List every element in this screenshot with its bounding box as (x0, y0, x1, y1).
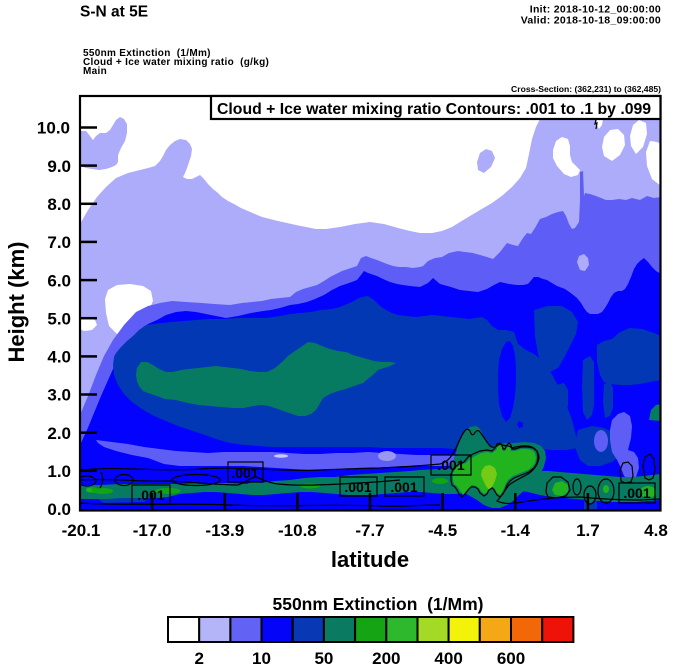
svg-text:Valid: 2018-10-18_09:00:00: Valid: 2018-10-18_09:00:00 (521, 15, 661, 27)
svg-text:1.0: 1.0 (47, 462, 71, 481)
svg-text:.001: .001 (623, 485, 650, 501)
svg-text:.001: .001 (231, 465, 258, 481)
svg-text:600: 600 (497, 649, 525, 668)
svg-text:-20.1: -20.1 (62, 521, 101, 540)
svg-text:8.0: 8.0 (47, 195, 71, 214)
svg-text:200: 200 (372, 649, 400, 668)
svg-text:0.0: 0.0 (47, 500, 71, 519)
svg-text:latitude: latitude (331, 547, 409, 572)
svg-text:2: 2 (194, 649, 203, 668)
svg-text:4.8: 4.8 (644, 521, 668, 540)
svg-text:3.0: 3.0 (47, 386, 71, 405)
svg-text:50: 50 (314, 649, 333, 668)
svg-text:Cloud + Ice water mixing ratio: Cloud + Ice water mixing ratio (g/kg) (83, 57, 269, 68)
svg-text:4.0: 4.0 (47, 348, 71, 367)
svg-text:Init: 2018-10-12_00:00:00: Init: 2018-10-12_00:00:00 (530, 4, 661, 16)
svg-text:400: 400 (434, 649, 462, 668)
svg-text:550nm Extinction (1/Mm): 550nm Extinction (1/Mm) (83, 48, 211, 59)
svg-text:-1.4: -1.4 (501, 521, 531, 540)
svg-text:9.0: 9.0 (47, 157, 71, 176)
svg-text:10.0: 10.0 (37, 119, 70, 138)
svg-text:-10.8: -10.8 (278, 521, 317, 540)
svg-text:6.0: 6.0 (47, 271, 71, 290)
svg-text:7.0: 7.0 (47, 233, 71, 252)
svg-text:1.7: 1.7 (576, 521, 600, 540)
svg-text:-7.7: -7.7 (355, 521, 384, 540)
svg-text:Main: Main (83, 66, 107, 77)
svg-text:Height (km): Height (km) (4, 242, 29, 363)
svg-text:.001: .001 (344, 479, 371, 495)
svg-text:550nm Extinction (1/Mm): 550nm Extinction (1/Mm) (272, 594, 483, 614)
svg-text:-4.5: -4.5 (428, 521, 457, 540)
svg-text:Cloud + Ice water mixing ratio: Cloud + Ice water mixing ratio Contours:… (217, 101, 651, 118)
svg-text:2.0: 2.0 (47, 424, 71, 443)
svg-text:S-N at 5E: S-N at 5E (80, 4, 148, 21)
svg-text:5.0: 5.0 (47, 309, 71, 328)
svg-text:-13.9: -13.9 (205, 521, 244, 540)
svg-text:10: 10 (252, 649, 271, 668)
svg-text:Cross-Section: (362,231) to (3: Cross-Section: (362,231) to (362,485) (511, 84, 661, 94)
svg-text:-17.0: -17.0 (133, 521, 172, 540)
svg-text:.001: .001 (437, 457, 464, 473)
svg-text:.001: .001 (390, 479, 417, 495)
